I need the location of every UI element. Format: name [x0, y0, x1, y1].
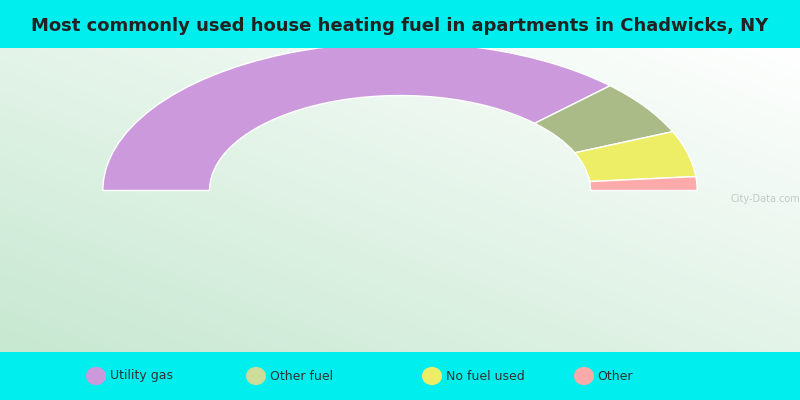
Wedge shape	[590, 176, 697, 190]
Ellipse shape	[574, 367, 594, 385]
Wedge shape	[103, 42, 610, 190]
Text: Other fuel: Other fuel	[270, 370, 333, 382]
Text: Most commonly used house heating fuel in apartments in Chadwicks, NY: Most commonly used house heating fuel in…	[31, 17, 769, 35]
Text: City-Data.com: City-Data.com	[730, 194, 800, 204]
Text: Other: Other	[598, 370, 633, 382]
Wedge shape	[575, 132, 696, 182]
Text: Utility gas: Utility gas	[110, 370, 173, 382]
Ellipse shape	[246, 367, 266, 385]
Text: No fuel used: No fuel used	[446, 370, 524, 382]
Wedge shape	[534, 86, 673, 153]
Ellipse shape	[86, 367, 106, 385]
Ellipse shape	[422, 367, 442, 385]
